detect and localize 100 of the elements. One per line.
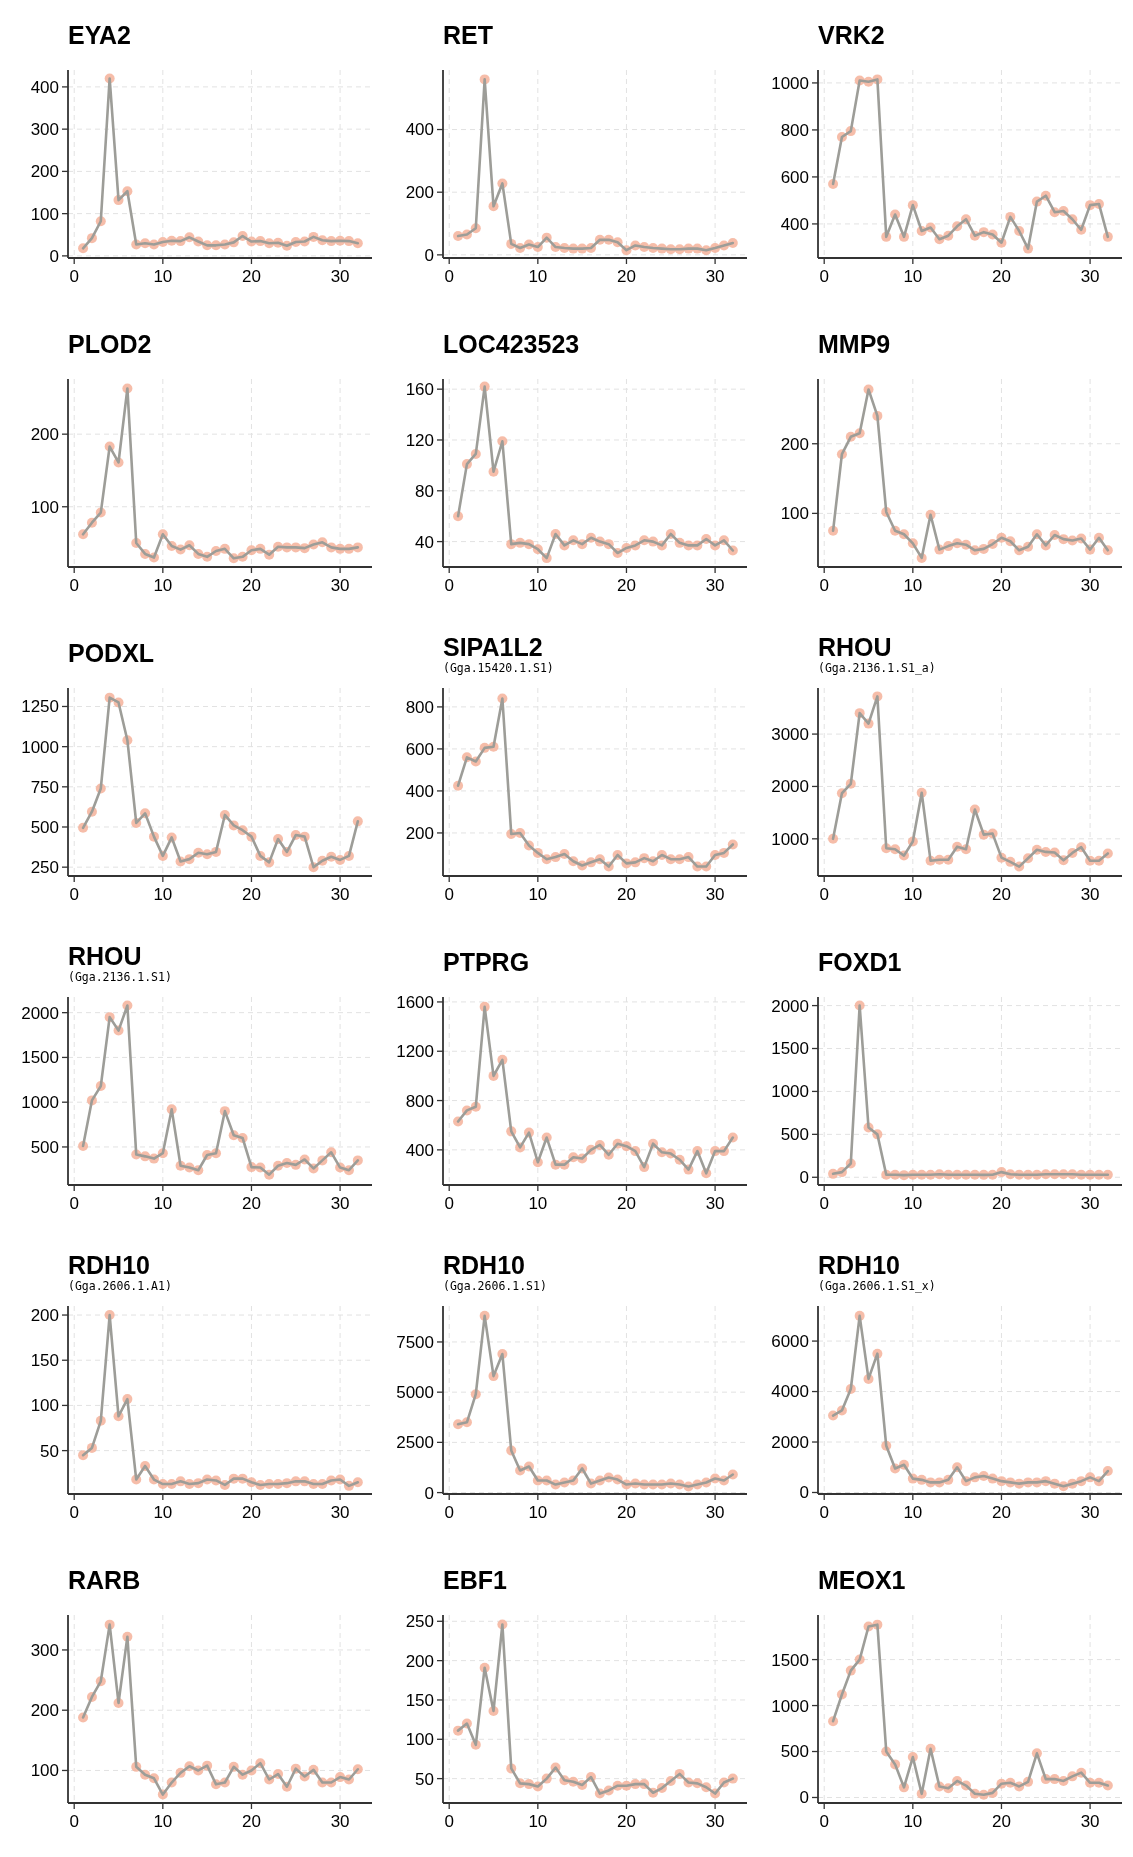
y-tick-label: 600 bbox=[780, 167, 809, 187]
y-tick-label: 100 bbox=[30, 1761, 59, 1781]
x-tick-label: 0 bbox=[69, 1503, 79, 1522]
chart-title: MMP9 bbox=[818, 330, 891, 358]
x-tick-label: 20 bbox=[617, 1503, 636, 1522]
y-tick-label: 200 bbox=[405, 1651, 434, 1671]
y-tick-label: 200 bbox=[780, 434, 809, 454]
x-tick-label: 20 bbox=[992, 1194, 1011, 1213]
x-tick-label: 30 bbox=[705, 1194, 725, 1213]
y-tick-label: 250 bbox=[30, 858, 59, 878]
x-tick-label: 0 bbox=[69, 1812, 79, 1831]
x-tick-label: 20 bbox=[617, 1812, 636, 1831]
chart-title: RHOU bbox=[68, 942, 142, 970]
y-tick-label: 0 bbox=[49, 246, 59, 266]
y-tick-label: 1500 bbox=[771, 1650, 809, 1670]
y-tick-label: 400 bbox=[405, 1140, 434, 1160]
y-tick-label: 1600 bbox=[396, 992, 434, 1012]
x-tick-label: 30 bbox=[330, 267, 350, 286]
x-tick-label: 0 bbox=[69, 885, 79, 904]
y-tick-label: 1500 bbox=[771, 1039, 809, 1059]
chart-title: RDH10 bbox=[68, 1251, 150, 1279]
chart-title: RARB bbox=[68, 1566, 141, 1594]
x-tick-label: 10 bbox=[153, 1503, 173, 1522]
y-tick-label: 250 bbox=[405, 1612, 434, 1632]
y-tick-label: 0 bbox=[799, 1483, 809, 1503]
x-tick-label: 30 bbox=[1080, 885, 1100, 904]
chart-title: VRK2 bbox=[818, 21, 885, 49]
x-tick-label: 0 bbox=[819, 885, 829, 904]
x-tick-label: 10 bbox=[903, 267, 923, 286]
x-tick-label: 0 bbox=[444, 1503, 454, 1522]
x-tick-label: 10 bbox=[528, 1503, 548, 1522]
y-tick-label: 200 bbox=[30, 162, 59, 182]
y-tick-label: 800 bbox=[405, 697, 434, 717]
x-tick-label: 10 bbox=[903, 576, 923, 595]
y-tick-label: 1000 bbox=[21, 1093, 59, 1113]
y-tick-label: 1000 bbox=[771, 1696, 809, 1716]
y-tick-label: 400 bbox=[780, 214, 809, 234]
x-tick-label: 0 bbox=[444, 1812, 454, 1831]
y-tick-label: 6000 bbox=[771, 1332, 809, 1352]
y-tick-label: 50 bbox=[415, 1769, 434, 1789]
x-tick-label: 20 bbox=[617, 267, 636, 286]
y-tick-label: 1000 bbox=[21, 737, 59, 757]
x-tick-label: 20 bbox=[617, 576, 636, 595]
y-tick-label: 200 bbox=[30, 425, 59, 445]
x-tick-label: 20 bbox=[992, 885, 1011, 904]
y-tick-label: 100 bbox=[780, 504, 809, 524]
chart-title: RHOU bbox=[818, 633, 892, 661]
x-tick-label: 20 bbox=[992, 1812, 1011, 1831]
chart-title: FOXD1 bbox=[818, 948, 902, 976]
y-tick-label: 1250 bbox=[21, 697, 59, 717]
y-tick-label: 2500 bbox=[396, 1433, 434, 1453]
x-tick-label: 10 bbox=[528, 576, 548, 595]
y-tick-label: 7500 bbox=[396, 1332, 434, 1352]
y-tick-label: 0 bbox=[799, 1788, 809, 1808]
x-tick-label: 20 bbox=[242, 267, 261, 286]
y-tick-label: 200 bbox=[30, 1305, 59, 1325]
x-tick-label: 0 bbox=[69, 1194, 79, 1213]
chart-title: LOC423523 bbox=[443, 330, 580, 358]
y-tick-label: 150 bbox=[30, 1351, 59, 1371]
y-tick-label: 500 bbox=[30, 817, 59, 837]
x-tick-label: 30 bbox=[1080, 1194, 1100, 1213]
x-tick-label: 20 bbox=[242, 885, 261, 904]
y-tick-label: 1000 bbox=[771, 829, 809, 849]
y-tick-label: 500 bbox=[780, 1125, 809, 1145]
y-tick-label: 0 bbox=[424, 1483, 434, 1503]
x-tick-label: 0 bbox=[444, 885, 454, 904]
y-tick-label: 100 bbox=[30, 1396, 59, 1416]
chart-subtitle: (Gga.2136.1.S1) bbox=[68, 970, 172, 984]
y-tick-label: 4000 bbox=[771, 1382, 809, 1402]
x-tick-label: 30 bbox=[705, 885, 725, 904]
x-tick-label: 10 bbox=[903, 1194, 923, 1213]
x-tick-label: 20 bbox=[992, 1503, 1011, 1522]
x-tick-label: 0 bbox=[819, 267, 829, 286]
x-tick-label: 0 bbox=[69, 576, 79, 595]
y-tick-label: 100 bbox=[30, 497, 59, 517]
x-tick-label: 30 bbox=[330, 1503, 350, 1522]
x-tick-label: 0 bbox=[819, 1194, 829, 1213]
y-tick-label: 2000 bbox=[771, 1432, 809, 1452]
y-tick-label: 1500 bbox=[21, 1048, 59, 1068]
x-tick-label: 10 bbox=[153, 1812, 173, 1831]
y-tick-label: 200 bbox=[405, 823, 434, 843]
x-tick-label: 10 bbox=[153, 1194, 173, 1213]
chart-title: PLOD2 bbox=[68, 330, 152, 358]
x-tick-label: 30 bbox=[705, 576, 725, 595]
y-tick-label: 100 bbox=[30, 204, 59, 224]
x-tick-label: 20 bbox=[242, 1503, 261, 1522]
chart-title: PTPRG bbox=[443, 948, 530, 976]
x-tick-label: 30 bbox=[705, 1503, 725, 1522]
y-tick-label: 40 bbox=[415, 532, 434, 552]
x-tick-label: 20 bbox=[617, 885, 636, 904]
chart-subtitle: (Gga.2606.1.S1) bbox=[443, 1279, 547, 1293]
x-tick-label: 30 bbox=[705, 1812, 725, 1831]
x-tick-label: 30 bbox=[330, 576, 350, 595]
y-tick-label: 400 bbox=[405, 781, 434, 801]
x-tick-label: 30 bbox=[330, 885, 350, 904]
x-tick-label: 20 bbox=[242, 1812, 261, 1831]
x-tick-label: 0 bbox=[819, 576, 829, 595]
x-tick-label: 10 bbox=[153, 267, 173, 286]
y-tick-label: 3000 bbox=[771, 725, 809, 745]
x-tick-label: 0 bbox=[444, 576, 454, 595]
